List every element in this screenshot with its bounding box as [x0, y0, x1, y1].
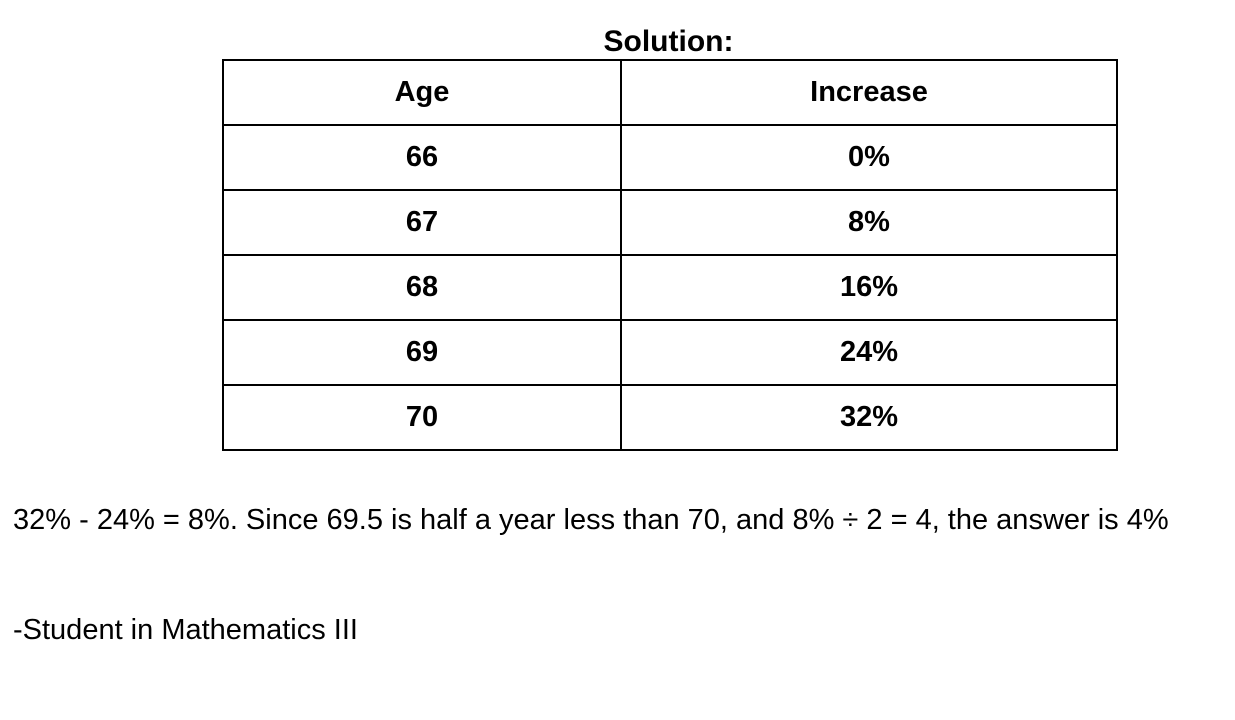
table-row: 68 16%	[222, 254, 1118, 321]
explanation-text: 32% - 24% = 8%. Since 69.5 is half a yea…	[13, 504, 1169, 536]
age-cell: 69	[222, 319, 622, 386]
table-header-row: Age Increase	[222, 59, 1118, 126]
table-row: 67 8%	[222, 189, 1118, 256]
increase-cell: 32%	[620, 384, 1118, 451]
increase-cell: 16%	[620, 254, 1118, 321]
table-row: 69 24%	[222, 319, 1118, 386]
age-cell: 70	[222, 384, 622, 451]
solution-title: Solution:	[603, 25, 734, 58]
age-increase-table: Age Increase 66 0% 67 8% 68 16% 69 24% 7…	[222, 59, 1118, 451]
age-cell: 66	[222, 124, 622, 191]
age-cell: 68	[222, 254, 622, 321]
table-row: 66 0%	[222, 124, 1118, 191]
age-cell: 67	[222, 189, 622, 256]
signature-text: -Student in Mathematics III	[13, 614, 358, 646]
header-age: Age	[222, 59, 622, 126]
increase-cell: 0%	[620, 124, 1118, 191]
increase-cell: 8%	[620, 189, 1118, 256]
table-row: 70 32%	[222, 384, 1118, 451]
header-increase: Increase	[620, 59, 1118, 126]
increase-cell: 24%	[620, 319, 1118, 386]
